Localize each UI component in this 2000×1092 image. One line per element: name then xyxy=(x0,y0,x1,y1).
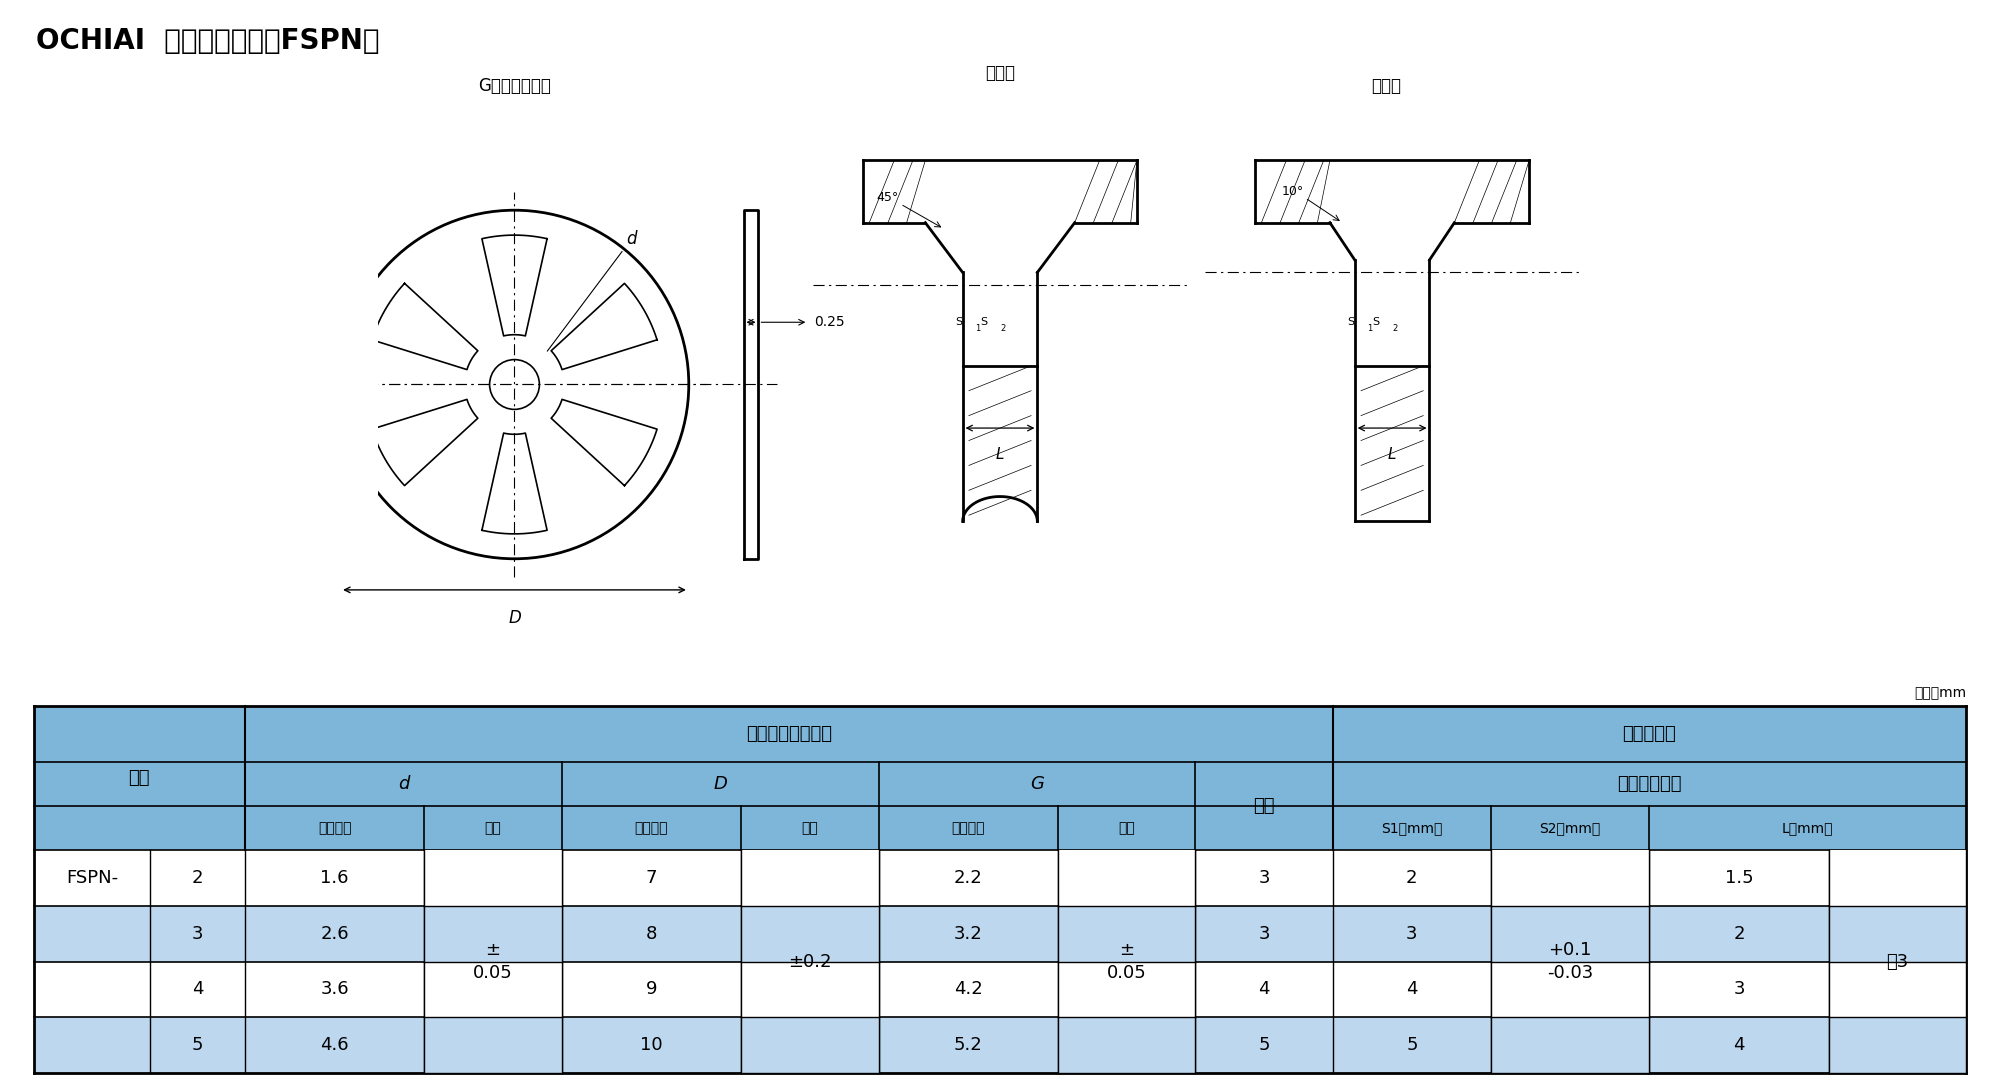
Text: 齿数: 齿数 xyxy=(1254,797,1274,815)
Text: 45°: 45° xyxy=(876,191,900,204)
Bar xyxy=(424,1018,562,1073)
Text: ±0.2: ±0.2 xyxy=(788,952,832,971)
Text: L: L xyxy=(996,447,1004,462)
Text: L（mm）: L（mm） xyxy=(1782,821,1834,835)
Text: 1.5: 1.5 xyxy=(1724,869,1754,887)
Text: 2.6: 2.6 xyxy=(320,925,350,942)
Text: 型号: 型号 xyxy=(128,769,150,787)
Text: 3: 3 xyxy=(1258,925,1270,942)
Text: 4: 4 xyxy=(192,981,204,998)
Text: 5.2: 5.2 xyxy=(954,1036,982,1054)
Bar xyxy=(742,1018,878,1073)
Text: 基本尺寸: 基本尺寸 xyxy=(318,821,352,835)
Bar xyxy=(34,707,1966,850)
Bar xyxy=(34,905,1966,962)
Bar xyxy=(424,905,562,962)
Text: 0.25: 0.25 xyxy=(814,316,846,330)
Bar xyxy=(1492,850,1650,905)
Text: 4.6: 4.6 xyxy=(320,1036,350,1054)
Text: S: S xyxy=(1348,318,1354,328)
Text: 塑料轴: 塑料轴 xyxy=(1370,76,1400,95)
Text: S1（mm）: S1（mm） xyxy=(1382,821,1442,835)
Text: 金属轴: 金属轴 xyxy=(984,64,1016,82)
Text: ±
0.05: ± 0.05 xyxy=(1106,940,1146,983)
Text: 2: 2 xyxy=(192,869,204,887)
Bar xyxy=(1058,1018,1196,1073)
Text: 金属（塑料）: 金属（塑料） xyxy=(1618,775,1682,793)
Text: 基本尺寸: 基本尺寸 xyxy=(634,821,668,835)
Text: 1: 1 xyxy=(976,324,980,333)
Text: D: D xyxy=(714,775,728,793)
Text: ±
0.05: ± 0.05 xyxy=(474,940,512,983)
Bar xyxy=(1828,905,1966,962)
Bar xyxy=(1492,905,1650,962)
Text: 10: 10 xyxy=(640,1036,662,1054)
Bar xyxy=(1058,962,1196,1018)
Text: S: S xyxy=(980,318,988,328)
Text: S2（mm）: S2（mm） xyxy=(1540,821,1600,835)
Bar xyxy=(1492,1018,1650,1073)
Text: 公差: 公差 xyxy=(1118,821,1136,835)
Bar xyxy=(742,905,878,962)
Text: 2: 2 xyxy=(1392,324,1398,333)
Text: 基本尺寸: 基本尺寸 xyxy=(952,821,986,835)
Text: 5: 5 xyxy=(192,1036,204,1054)
Text: 2.2: 2.2 xyxy=(954,869,982,887)
Text: 10°: 10° xyxy=(1282,185,1304,198)
Text: G（导向孔径）: G（导向孔径） xyxy=(478,76,550,95)
Text: 2: 2 xyxy=(1734,925,1744,942)
Bar xyxy=(34,850,1966,905)
Text: d: d xyxy=(548,229,638,352)
Text: 7: 7 xyxy=(646,869,658,887)
Text: 3: 3 xyxy=(1734,981,1744,998)
Text: 3: 3 xyxy=(1258,869,1270,887)
Text: 使用轴尺寸: 使用轴尺寸 xyxy=(1622,725,1676,744)
Text: 4: 4 xyxy=(1734,1036,1744,1054)
Bar xyxy=(1828,850,1966,905)
Text: S: S xyxy=(1372,318,1380,328)
Bar xyxy=(742,850,878,905)
Text: D: D xyxy=(508,608,520,627)
Text: 5: 5 xyxy=(1258,1036,1270,1054)
Text: d: d xyxy=(398,775,410,793)
Text: 3.2: 3.2 xyxy=(954,925,982,942)
Text: 2: 2 xyxy=(1000,324,1006,333)
Text: 3: 3 xyxy=(192,925,204,942)
Bar xyxy=(1828,1018,1966,1073)
Text: G: G xyxy=(1030,775,1044,793)
Bar xyxy=(1828,962,1966,1018)
Bar xyxy=(424,962,562,1018)
Text: 1.6: 1.6 xyxy=(320,869,348,887)
Text: 3.6: 3.6 xyxy=(320,981,350,998)
Text: 4: 4 xyxy=(1258,981,1270,998)
Text: OCHIAI  平形锁紧螺母（FSPN）: OCHIAI 平形锁紧螺母（FSPN） xyxy=(36,27,380,56)
Text: +0.1
-0.03: +0.1 -0.03 xyxy=(1548,940,1594,983)
Bar xyxy=(1492,962,1650,1018)
Text: 公差: 公差 xyxy=(484,821,502,835)
Text: 1: 1 xyxy=(1368,324,1372,333)
Text: 约3: 约3 xyxy=(1886,952,1908,971)
Text: 单位：mm: 单位：mm xyxy=(1914,687,1966,700)
Text: L: L xyxy=(1388,447,1396,462)
Text: 8: 8 xyxy=(646,925,658,942)
Text: 9: 9 xyxy=(646,981,658,998)
Bar xyxy=(1058,850,1196,905)
Text: 2: 2 xyxy=(1406,869,1418,887)
Text: 4.2: 4.2 xyxy=(954,981,982,998)
Text: 4: 4 xyxy=(1406,981,1418,998)
Text: FSPN-: FSPN- xyxy=(66,869,118,887)
Text: 公差: 公差 xyxy=(802,821,818,835)
Bar xyxy=(34,1018,1966,1073)
Text: S: S xyxy=(956,318,962,328)
Bar xyxy=(34,962,1966,1018)
Bar xyxy=(742,962,878,1018)
Bar xyxy=(424,850,562,905)
Text: 5: 5 xyxy=(1406,1036,1418,1054)
Bar xyxy=(1058,905,1196,962)
Text: 3: 3 xyxy=(1406,925,1418,942)
Text: 平形锁紧螺母尺寸: 平形锁紧螺母尺寸 xyxy=(746,725,832,744)
